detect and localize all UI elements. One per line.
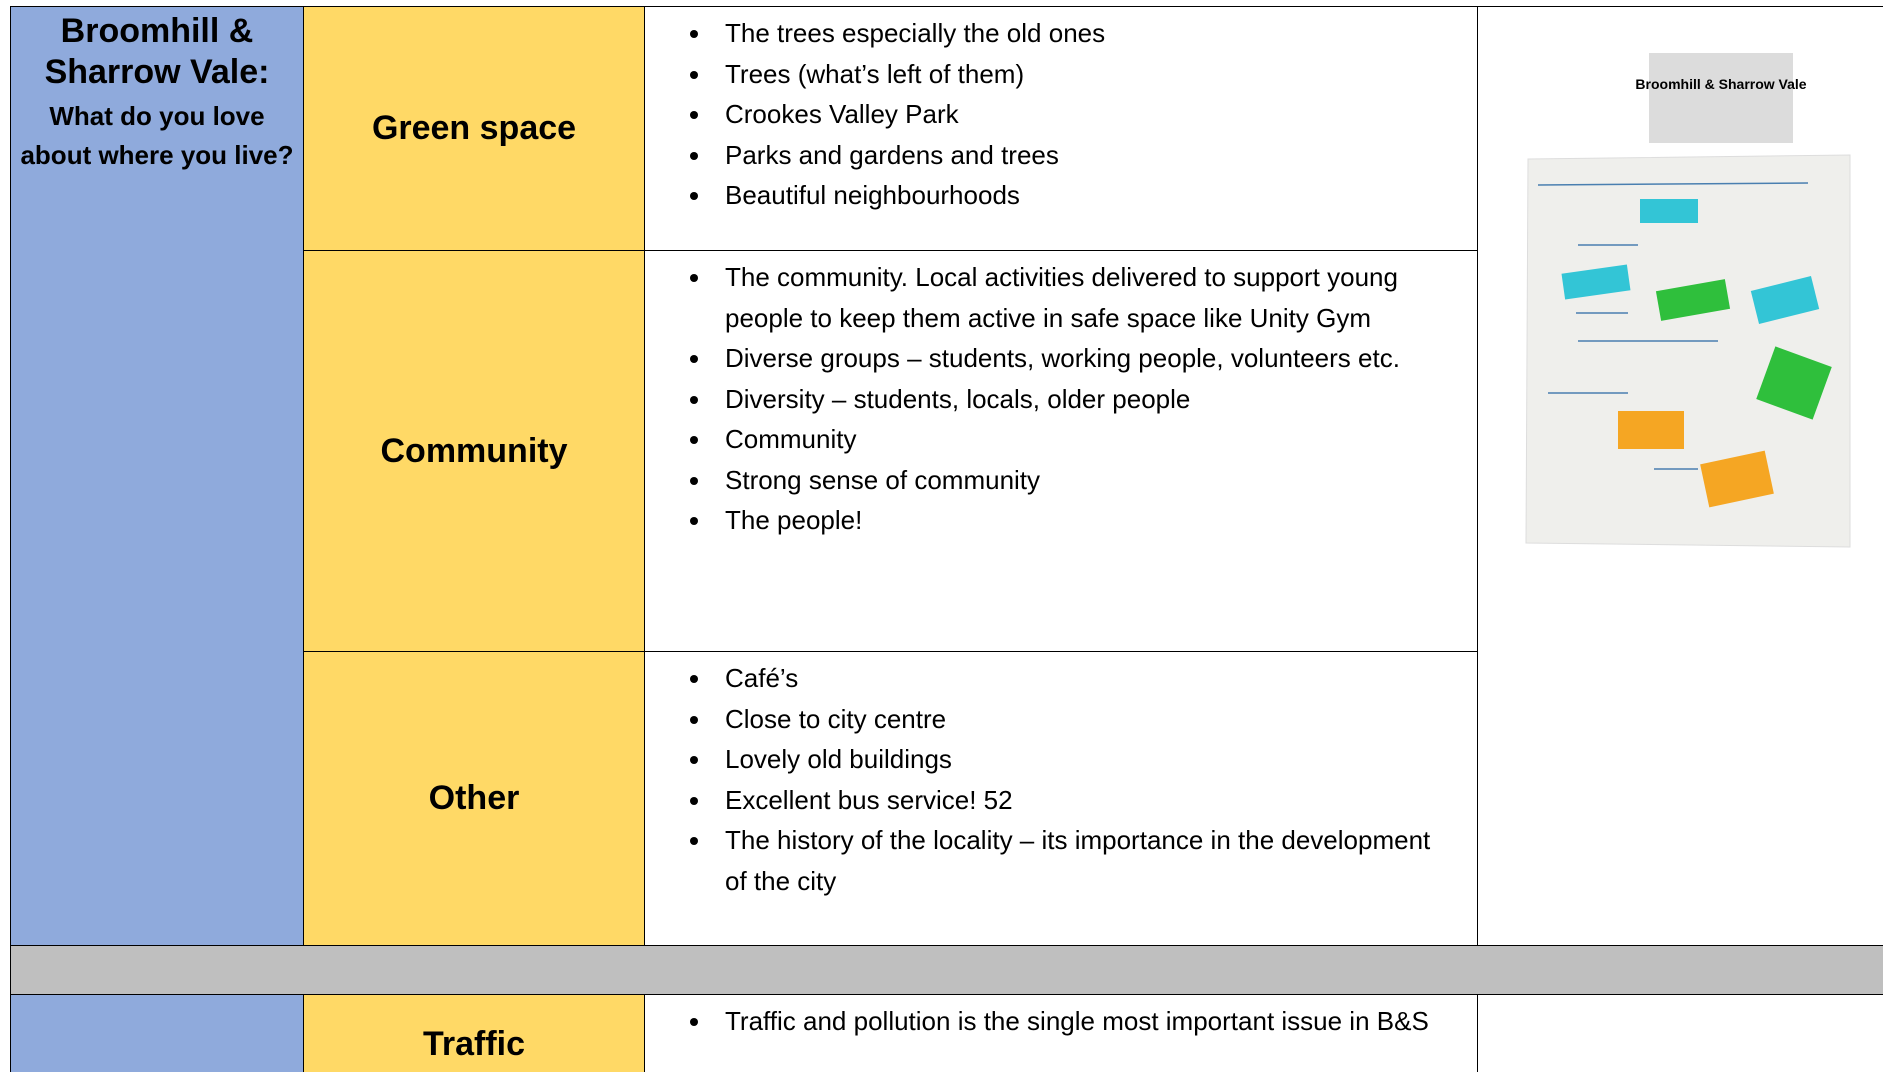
list-item: Close to city centre bbox=[713, 699, 1459, 740]
list-item: The trees especially the old ones bbox=[713, 13, 1459, 54]
photo: Broomhill & Sharrow Vale bbox=[1525, 53, 1851, 548]
sidebar-title: Broomhill & Sharrow Vale: bbox=[44, 12, 270, 91]
list-item: Diverse groups – students, working peopl… bbox=[713, 338, 1459, 379]
sidebar bbox=[10, 994, 304, 1072]
list-item: Parks and gardens and trees bbox=[713, 135, 1459, 176]
list-item: The community. Local activities delivere… bbox=[713, 257, 1459, 338]
items-cell: Café’sClose to city centreLovely old bui… bbox=[644, 651, 1478, 946]
list-item: Trees (what’s left of them) bbox=[713, 54, 1459, 95]
sticky-note bbox=[1561, 264, 1631, 300]
list-item: Strong sense of community bbox=[713, 460, 1459, 501]
category-cell: Traffic bbox=[303, 994, 645, 1072]
photo-card bbox=[1649, 53, 1793, 143]
photo-card-label: Broomhill & Sharrow Vale bbox=[1635, 76, 1806, 92]
list-item: Crookes Valley Park bbox=[713, 94, 1459, 135]
poster bbox=[1525, 154, 1851, 548]
list-item: Beautiful neighbourhoods bbox=[713, 175, 1459, 216]
list-item: Community bbox=[713, 419, 1459, 460]
item-list: The community. Local activities delivere… bbox=[645, 251, 1477, 541]
item-list: Café’sClose to city centreLovely old bui… bbox=[645, 652, 1477, 901]
list-item: Lovely old buildings bbox=[713, 739, 1459, 780]
sticky-note bbox=[1618, 411, 1684, 449]
category-cell: Community bbox=[303, 250, 645, 652]
list-item: The people! bbox=[713, 500, 1459, 541]
item-list: The trees especially the old onesTrees (… bbox=[645, 7, 1477, 216]
items-cell: Traffic and pollution is the single most… bbox=[644, 994, 1478, 1072]
photo-cell bbox=[1477, 994, 1883, 1072]
photo-cell: Broomhill & Sharrow Vale bbox=[1477, 6, 1883, 946]
items-cell: The community. Local activities delivere… bbox=[644, 250, 1478, 652]
item-list: Traffic and pollution is the single most… bbox=[645, 995, 1477, 1042]
list-item: Diversity – students, locals, older peop… bbox=[713, 379, 1459, 420]
sticky-note bbox=[1700, 450, 1774, 508]
sticky-note bbox=[1655, 279, 1731, 321]
sticky-note bbox=[1640, 199, 1698, 223]
items-cell: The trees especially the old onesTrees (… bbox=[644, 6, 1478, 251]
handwriting bbox=[1537, 182, 1809, 470]
sticky-note bbox=[1750, 276, 1820, 324]
category-cell: Other bbox=[303, 651, 645, 946]
list-item: The history of the locality – its import… bbox=[713, 820, 1459, 901]
list-item: Traffic and pollution is the single most… bbox=[713, 1001, 1459, 1042]
sidebar-question: What do you love about where you live? bbox=[20, 101, 294, 170]
sidebar: Broomhill & Sharrow Vale: What do you lo… bbox=[10, 6, 304, 946]
sticky-note bbox=[1756, 346, 1832, 420]
list-item: Café’s bbox=[713, 658, 1459, 699]
separator-row bbox=[10, 945, 1883, 995]
category-cell: Green space bbox=[303, 6, 645, 251]
list-item: Excellent bus service! 52 bbox=[713, 780, 1459, 821]
